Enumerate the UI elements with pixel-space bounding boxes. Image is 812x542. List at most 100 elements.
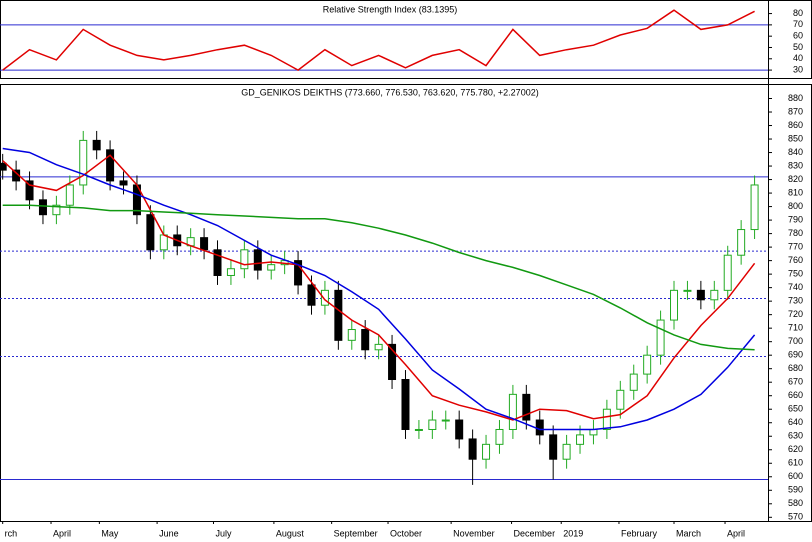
- x-tick-label: November: [453, 528, 495, 538]
- x-tick-label: April: [53, 528, 71, 538]
- candle-body: [441, 419, 450, 422]
- y-tick-label: 680: [788, 363, 803, 373]
- y-tick-label: 50: [793, 42, 803, 52]
- candle-body: [347, 329, 356, 341]
- x-tick-label: May: [101, 528, 119, 538]
- candle-body: [549, 434, 558, 460]
- candle-body: [307, 284, 316, 306]
- candle-body: [750, 184, 759, 231]
- candle-body: [414, 428, 423, 431]
- price-frame: [0, 84, 812, 522]
- y-tick-label: 840: [788, 147, 803, 157]
- y-tick-label: 590: [788, 485, 803, 495]
- candle-body: [65, 184, 74, 206]
- candle-body: [267, 264, 276, 271]
- candle-body: [710, 289, 719, 301]
- candle-body: [602, 408, 611, 430]
- y-tick-label: 60: [793, 31, 803, 41]
- candle-body: [79, 139, 88, 186]
- y-tick-label: 880: [788, 93, 803, 103]
- y-tick-label: 750: [788, 269, 803, 279]
- y-tick-label: 810: [788, 187, 803, 197]
- series-line: [2, 147, 756, 431]
- y-tick-label: 860: [788, 120, 803, 130]
- candle-body: [240, 249, 249, 270]
- candle-body: [388, 343, 397, 381]
- candle-body: [589, 428, 598, 436]
- y-tick-label: 620: [788, 444, 803, 454]
- y-tick-label: 800: [788, 201, 803, 211]
- y-tick-label: 40: [793, 53, 803, 63]
- candle-body: [320, 289, 329, 306]
- x-tick-label: August: [276, 528, 305, 538]
- x-tick-label: March: [676, 528, 701, 538]
- candle-body: [334, 289, 343, 341]
- y-tick-label: 770: [788, 241, 803, 251]
- y-tick-label: 700: [788, 336, 803, 346]
- candle-body: [38, 199, 47, 216]
- candle-body: [213, 249, 222, 276]
- y-tick-label: 790: [788, 214, 803, 224]
- candle-body: [52, 204, 61, 216]
- x-tick-label: June: [159, 528, 179, 538]
- y-tick-label: 630: [788, 431, 803, 441]
- x-tick-label: February: [621, 528, 658, 538]
- candle-body: [428, 419, 437, 430]
- y-tick-label: 710: [788, 323, 803, 333]
- y-tick-label: 870: [788, 106, 803, 116]
- x-tick-label: rch: [5, 528, 18, 538]
- y-tick-label: 670: [788, 377, 803, 387]
- candle-body: [253, 249, 262, 271]
- candle-body: [146, 214, 155, 251]
- candle-body: [562, 443, 571, 460]
- candle-body: [361, 329, 370, 351]
- candle-body: [656, 319, 665, 356]
- y-tick-label: 30: [793, 64, 803, 74]
- y-tick-label: 830: [788, 160, 803, 170]
- y-tick-label: 690: [788, 350, 803, 360]
- y-tick-label: 720: [788, 309, 803, 319]
- x-tick-label: April: [727, 528, 745, 538]
- y-tick-label: 760: [788, 255, 803, 265]
- y-tick-label: 780: [788, 228, 803, 238]
- candle-body: [226, 268, 235, 276]
- candle-body: [119, 180, 128, 186]
- series-line: [2, 204, 755, 351]
- candle-body: [643, 354, 652, 375]
- y-tick-label: 80: [793, 8, 803, 18]
- x-tick-label: 2019: [563, 528, 583, 538]
- x-tick-label: July: [215, 528, 232, 538]
- y-tick-label: 650: [788, 404, 803, 414]
- candle-body: [200, 237, 209, 251]
- series-line: [2, 9, 755, 71]
- y-tick-label: 640: [788, 417, 803, 427]
- y-tick-label: 730: [788, 296, 803, 306]
- candle-body: [25, 180, 34, 201]
- candle-body: [455, 419, 464, 440]
- candle-body: [616, 389, 625, 410]
- candle-body: [629, 373, 638, 391]
- candle-body: [508, 393, 517, 430]
- y-tick-label: 570: [788, 512, 803, 522]
- candle-body: [92, 139, 101, 151]
- y-tick-label: 580: [788, 498, 803, 508]
- candle-body: [723, 254, 732, 291]
- candle-body: [683, 289, 692, 292]
- candle-body: [294, 260, 303, 286]
- y-tick-label: 850: [788, 133, 803, 143]
- candle-body: [468, 438, 477, 460]
- candle-body: [696, 289, 705, 301]
- candle-body: [374, 343, 383, 351]
- candle-body: [737, 229, 746, 256]
- series-line: [2, 154, 756, 421]
- x-tick-label: December: [514, 528, 556, 538]
- y-tick-label: 740: [788, 282, 803, 292]
- y-tick-label: 600: [788, 471, 803, 481]
- candle-body: [159, 234, 168, 251]
- x-tick-label: October: [390, 528, 422, 538]
- y-tick-label: 70: [793, 19, 803, 29]
- candle-body: [106, 149, 115, 182]
- x-tick-label: September: [334, 528, 378, 538]
- rsi-title: Relative Strength Index (83.1395): [323, 4, 458, 14]
